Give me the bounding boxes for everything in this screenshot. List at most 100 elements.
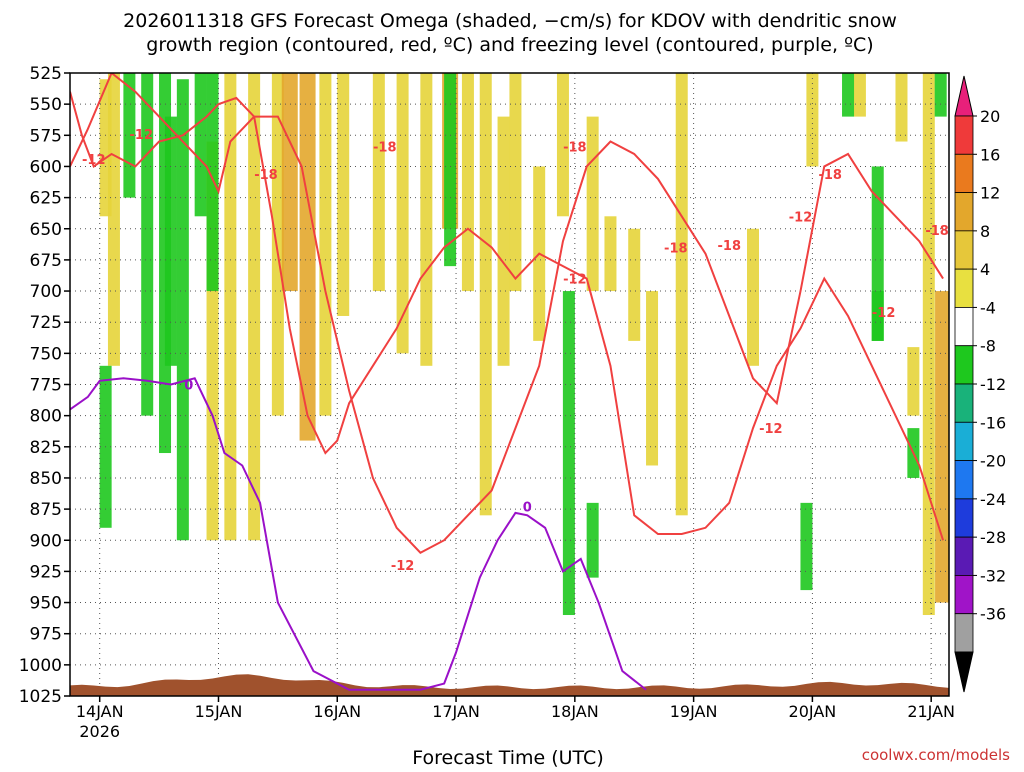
contour-label-13: -12 — [391, 559, 415, 574]
colorbar-label-13: -36 — [980, 605, 1006, 624]
contour-label-5: -12 — [563, 273, 587, 288]
shading-group — [99, 73, 949, 616]
terrain — [70, 674, 949, 696]
omega-shade-44 — [871, 291, 884, 341]
y-tick-label-19: 1000 — [19, 656, 62, 676]
colorbar-label-11: -28 — [980, 528, 1006, 547]
colorbar-segment-6 — [954, 345, 974, 385]
colorbar-label-8: -16 — [980, 413, 1006, 432]
colorbar-segment-7 — [954, 383, 974, 423]
colorbar-bottom-arrow — [954, 651, 974, 693]
omega-shade-17 — [420, 73, 433, 366]
y-tick-label-17: 950 — [30, 594, 62, 614]
omega-shade-11 — [281, 73, 298, 292]
omega-shade-16 — [396, 73, 409, 354]
omega-shade-21 — [497, 116, 510, 366]
contour-label-3: -18 — [373, 141, 397, 156]
dgz-minus12-contour — [70, 91, 945, 541]
colorbar-label-6: -8 — [980, 337, 996, 356]
omega-shade-27 — [628, 228, 641, 341]
contour-label-10: -18 — [818, 168, 842, 183]
colorbar-label-12: -32 — [980, 566, 1006, 585]
colorbar-segment-0 — [954, 115, 974, 155]
omega-shade-5 — [176, 79, 189, 541]
omega-shade-15 — [372, 73, 385, 292]
colorbar-segment-10 — [954, 498, 974, 538]
omega-shade-46 — [842, 73, 855, 117]
y-tick-label-14: 875 — [30, 500, 62, 520]
omega-shade-12 — [299, 73, 316, 441]
colorbar-label-1: 16 — [980, 145, 1000, 164]
omega-shade-35 — [922, 73, 935, 616]
omega-shade-45 — [800, 502, 813, 591]
x-tick-label-5: 19JAN — [670, 702, 718, 721]
colorbar-segment-8 — [954, 421, 974, 461]
contour-label-15: 0 — [523, 501, 532, 516]
colorbar-segment-11 — [954, 536, 974, 576]
omega-shade-14 — [337, 73, 350, 316]
omega-shade-41 — [562, 291, 575, 616]
colorbar-segment-4 — [954, 268, 974, 308]
omega-shade-19 — [461, 73, 474, 292]
omega-shade-20 — [479, 73, 492, 516]
y-tick-label-8: 725 — [30, 313, 62, 333]
x-tick-label-2: 16JAN — [313, 702, 361, 721]
omega-shade-34 — [907, 347, 920, 416]
colorbar-label-10: -24 — [980, 490, 1006, 509]
omega-shade-28 — [646, 291, 659, 466]
omega-shade-3 — [141, 73, 154, 416]
omega-shade-26 — [604, 216, 617, 292]
x-tick-label-3: 17JAN — [432, 702, 480, 721]
colorbar-segment-12 — [954, 575, 974, 615]
y-tick-label-7: 700 — [30, 282, 62, 302]
y-tick-label-18: 975 — [30, 625, 62, 645]
colorbar-segment-13 — [954, 613, 974, 653]
omega-shade-13 — [319, 73, 332, 416]
x-tick-label-1: 15JAN — [195, 702, 243, 721]
x-axis-label: Forecast Time (UTC) — [412, 747, 603, 768]
y-tick-label-15: 900 — [30, 531, 62, 551]
y-tick-label-3: 600 — [30, 157, 62, 177]
omega-shade-33 — [895, 73, 908, 142]
x-tick-label-4: 18JAN — [551, 702, 599, 721]
contour-label-1: -12 — [82, 153, 106, 168]
y-tick-label-5: 650 — [30, 220, 62, 240]
y-tick-label-20: 1025 — [19, 687, 62, 707]
colorbar-segment-9 — [954, 460, 974, 500]
omega-shade-2 — [123, 73, 136, 198]
y-tick-label-2: 575 — [30, 126, 62, 146]
omega-shade-40 — [444, 73, 457, 267]
colorbar-segment-5 — [954, 307, 974, 347]
y-tick-label-4: 625 — [30, 189, 62, 209]
plot-area: -12 -12 -18 -18 -18 -12 -18 -18 -12 -12 -18 -12 -18 -… — [19, 64, 955, 741]
contour-label-2: -18 — [254, 168, 278, 183]
y-tick-label-12: 825 — [30, 438, 62, 458]
colorbar-label-5: -4 — [980, 298, 996, 317]
chart-title-line-1: 2026011318 GFS Forecast Omega (shaded, −… — [123, 10, 897, 32]
omega-shade-9 — [248, 73, 261, 541]
x-tick-label-7: 21JAN — [907, 702, 955, 721]
colorbar-label-4: 4 — [980, 260, 990, 279]
omega-shade-6 — [194, 73, 207, 217]
x-tick-label-0: 14JAN — [76, 702, 124, 721]
colorbar-label-9: -20 — [980, 452, 1006, 471]
omega-shade-1 — [107, 73, 120, 366]
y-tick-label-0: 525 — [30, 64, 62, 84]
omega-shade-48 — [934, 73, 947, 117]
contour-label-7: -18 — [718, 239, 742, 254]
colorbar-segment-1 — [954, 153, 974, 193]
omega-shade-22 — [509, 73, 522, 292]
dgz-minus18-contour — [70, 73, 944, 554]
colorbar-label-0: 20 — [980, 107, 1000, 126]
contour-label-12: -18 — [925, 224, 949, 239]
freezing-level-contour — [70, 377, 647, 691]
contour-label-8: -12 — [759, 422, 783, 437]
colorbar-label-7: -12 — [980, 375, 1006, 394]
chart-title-line-2: growth region (contoured, red, ºC) and f… — [146, 34, 873, 56]
omega-shade-8 — [224, 73, 237, 541]
y-tick-label-13: 850 — [30, 469, 62, 489]
contour-label-11: -12 — [872, 306, 896, 321]
y-tick-label-6: 675 — [30, 251, 62, 271]
